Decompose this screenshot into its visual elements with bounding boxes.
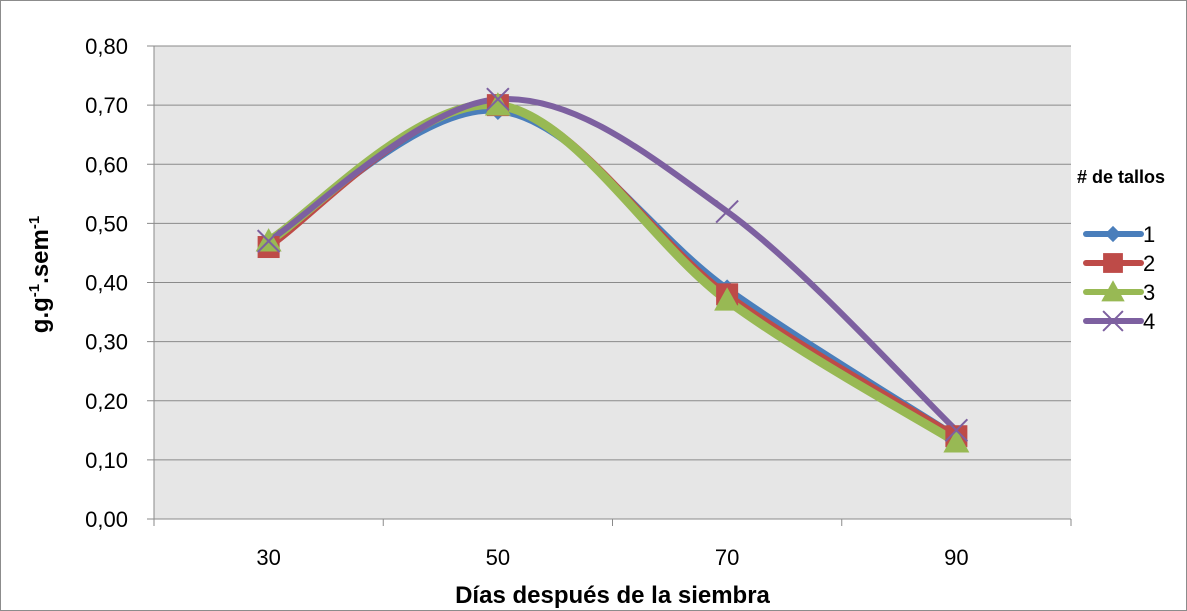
y-axis-title-sup2: -1 <box>26 216 43 229</box>
series-line-4 <box>265 96 960 434</box>
y-tick-label: 0,80 <box>85 34 128 59</box>
y-axis-title-mid: .sem <box>27 229 54 284</box>
x-tick-label: 70 <box>715 545 739 570</box>
legend-title: # de tallos <box>1077 167 1165 187</box>
y-tick-label: 0,10 <box>85 448 128 473</box>
data-point-series-4 <box>715 199 739 224</box>
data-point-series-3 <box>943 429 970 453</box>
y-tick-label: 0,70 <box>85 93 128 118</box>
legend-marker-4 <box>1102 310 1124 332</box>
data-point-series-3 <box>484 92 511 116</box>
x-tick-label: 90 <box>944 545 968 570</box>
data-point-series-4 <box>256 229 281 253</box>
legend-label-4: 4 <box>1143 309 1155 334</box>
y-axis-title-sup1: -1 <box>26 284 43 297</box>
y-tick-label: 0,60 <box>85 152 128 177</box>
x-tick-label: 30 <box>256 545 280 570</box>
y-tick-label: 0,50 <box>85 211 128 236</box>
legend-marker-3 <box>1101 280 1125 302</box>
x-tick-label: 50 <box>486 545 510 570</box>
data-point-series-3 <box>714 287 741 311</box>
series-lines <box>264 96 961 447</box>
x-axis-title: Días después de la siembra <box>455 582 770 609</box>
y-axis-title-base: g.g <box>27 297 54 333</box>
y-tick-label: 0,40 <box>85 271 128 296</box>
data-point-series-4 <box>486 87 510 111</box>
legend-label-2: 2 <box>1143 251 1155 276</box>
y-tick-label: 0,00 <box>85 507 128 532</box>
data-point-series-4 <box>944 418 969 443</box>
y-tick-label: 0,20 <box>85 389 128 414</box>
legend-label-3: 3 <box>1143 280 1155 305</box>
series-markers <box>255 87 970 453</box>
legend: # de tallos 1 2 3 4 <box>1077 167 1165 334</box>
axes: 0,00 0,10 0,20 0,30 0,40 0,50 0,60 0,70 0,80 30 50… <box>85 34 1072 570</box>
legend-marker-2 <box>1103 253 1123 273</box>
y-axis-title: g.g-1.sem-1 <box>26 216 54 333</box>
legend-marker-1 <box>1104 225 1122 243</box>
y-tick-label: 0,30 <box>85 330 128 355</box>
legend-label-1: 1 <box>1143 222 1155 247</box>
